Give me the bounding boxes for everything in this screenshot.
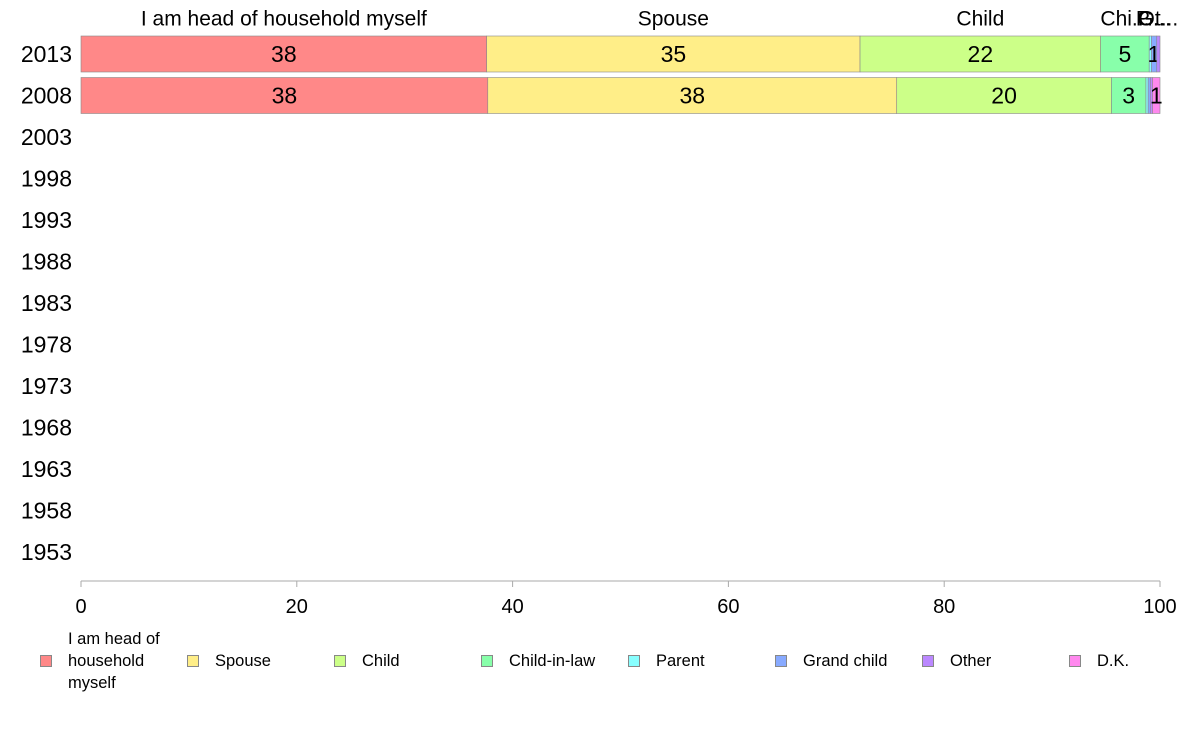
legend-item-head: I am head of household myself: [40, 628, 188, 694]
bar-2008-d-k: [1152, 77, 1161, 114]
legend-item-spouse: Spouse: [187, 650, 271, 672]
bar-2013-child-in-law: [1100, 35, 1150, 73]
data-label-2008-spouse: 38: [679, 83, 705, 109]
y-tick-label-2008: 2008: [21, 83, 72, 109]
legend-label-grand-child: Grand child: [803, 652, 888, 670]
legend-swatch-other: [922, 655, 934, 667]
series-header-child-in-law: Chi...: [1100, 8, 1149, 31]
y-tick-label-1958: 1958: [21, 498, 72, 524]
data-label-2013-child-in-law: 5: [1119, 41, 1132, 67]
bar-2008-spouse: [487, 77, 898, 114]
series-header-grand-child: G...: [1137, 8, 1171, 31]
bar-2008-child: [896, 77, 1112, 114]
y-tick-label-1978: 1978: [21, 332, 72, 358]
legend-swatch-spouse: [187, 655, 199, 667]
y-tick-label-1983: 1983: [21, 290, 72, 316]
legend-label-spouse: Spouse: [215, 652, 271, 670]
legend-label-parent: Parent: [656, 652, 705, 670]
data-label-2008-child: 20: [991, 83, 1017, 109]
legend-label-child-in-law: Child-in-law: [509, 652, 596, 670]
bar-2008-child-in-law: [1111, 77, 1147, 114]
legend-swatch-child-in-law: [481, 655, 493, 667]
x-tick-label-60: 60: [717, 596, 739, 618]
bar-2008-i-am-head-of-household-myself: [80, 77, 489, 114]
y-tick-label-2003: 2003: [21, 124, 72, 150]
x-tick-label-40: 40: [501, 596, 523, 618]
x-tick-label-20: 20: [286, 596, 308, 618]
y-tick-label-2013: 2013: [21, 41, 72, 67]
legend-item-child-in-law: Child-in-law: [481, 650, 595, 672]
legend-item-other: Other: [922, 650, 991, 672]
legend-label-other: Other: [950, 652, 992, 670]
x-tick-label-0: 0: [75, 596, 86, 618]
bar-2008-parent: [1145, 77, 1149, 114]
bar-2013-other: [1156, 35, 1161, 73]
legend-swatch-parent: [628, 655, 640, 667]
y-axis-labels: 2013 2008 2003 1998 1993 1988 1983 1978 1973 1968…: [21, 41, 72, 565]
legend-item-child: Child: [334, 650, 400, 672]
series-header-parent: P...: [1136, 8, 1165, 31]
legend-item-grand-child: Grand child: [775, 650, 887, 672]
data-label-2008-child-in-law: 3: [1122, 83, 1135, 109]
legend-swatch-head: [40, 655, 52, 667]
series-header-labels: I am head of household myself Spouse Child…: [141, 8, 1178, 31]
bars-layer: 38 35 22 5 138 38 20 3 1: [80, 35, 1163, 114]
series-header-other: Ot...: [1139, 8, 1179, 31]
y-tick-label-1963: 1963: [21, 456, 72, 482]
data-label-2008-i-am-head-of-household-myself: 38: [272, 83, 298, 109]
data-label-2013-i-am-head-of-household-myself: 38: [271, 41, 297, 67]
legend-label-child: Child: [362, 652, 400, 670]
series-header-i-am-head-of-household-myself: I am head of household myself: [141, 8, 427, 31]
data-label-2008-d-k: 1: [1150, 83, 1163, 109]
x-tick-label-80: 80: [933, 596, 955, 618]
x-axis: 0 20 40 60 80 100: [75, 580, 1177, 618]
bar-2013-child: [859, 35, 1101, 73]
y-tick-label-1988: 1988: [21, 249, 72, 275]
legend-swatch-dk: [1069, 655, 1081, 667]
bar-2013-spouse: [486, 35, 861, 73]
y-tick-label-1993: 1993: [21, 207, 72, 233]
legend: I am head of household myself Spouse Chi…: [0, 628, 1188, 708]
legend-swatch-grand-child: [775, 655, 787, 667]
y-tick-label-1953: 1953: [21, 539, 72, 565]
legend-label-head: I am head of household myself: [68, 630, 160, 692]
bar-2013-i-am-head-of-household-myself: [80, 35, 488, 73]
series-header-spouse: Spouse: [638, 8, 709, 31]
x-tick-label-100: 100: [1143, 596, 1176, 618]
stacked-bar-chart: I am head of household myself Spouse Child…: [21, 8, 1178, 619]
legend-label-dk: D.K.: [1097, 652, 1130, 670]
data-label-2013-child: 22: [968, 41, 994, 67]
legend-item-dk: D.K.: [1069, 650, 1129, 672]
series-header-child: Child: [956, 8, 1004, 31]
legend-item-parent: Parent: [628, 650, 705, 672]
legend-swatch-child: [334, 655, 346, 667]
data-label-2013-spouse: 35: [661, 41, 687, 67]
y-tick-label-1968: 1968: [21, 415, 72, 441]
y-tick-label-1973: 1973: [21, 373, 72, 399]
y-tick-label-1998: 1998: [21, 166, 72, 192]
